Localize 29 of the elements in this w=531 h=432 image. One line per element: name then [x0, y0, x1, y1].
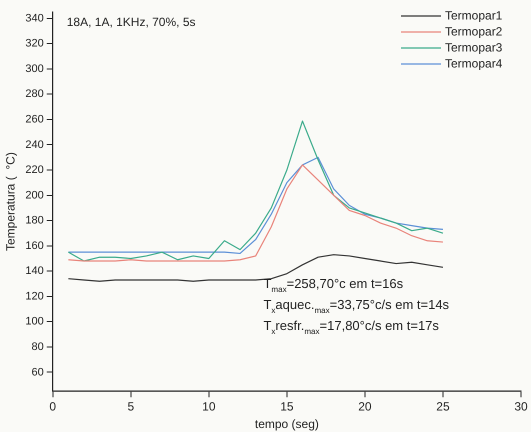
x-tick-label: 10	[202, 400, 216, 414]
y-tick-label: 200	[25, 189, 44, 202]
y-axis-title: Temperatura ( °C)	[4, 152, 18, 252]
y-tick-label: 240	[25, 138, 44, 151]
y-tick-label: 160	[25, 240, 44, 252]
x-tick-label: 5	[127, 400, 134, 414]
y-tick-label: 180	[25, 214, 44, 227]
x-tick-label: 15	[280, 400, 294, 414]
y-tick-label: 340	[25, 12, 44, 24]
x-axis-title: tempo (seg)	[254, 417, 319, 432]
x-tick-label: 30	[514, 400, 528, 414]
y-tick-label: 60	[32, 366, 44, 378]
x-tick-label: 20	[358, 400, 372, 414]
y-tick-label: 120	[25, 290, 44, 302]
legend-label: Termopar4	[445, 56, 503, 70]
y-tick-label: 220	[25, 164, 44, 176]
y-tick-label: 320	[25, 38, 44, 50]
y-tick-label: 140	[25, 265, 44, 278]
legend-label: Termopar1	[445, 8, 503, 22]
y-tick-label: 80	[32, 340, 44, 353]
y-tick-label: 100	[25, 316, 44, 328]
x-tick-label: 25	[436, 400, 450, 414]
y-tick-label: 300	[25, 62, 44, 75]
y-tick-label: 280	[25, 88, 44, 100]
legend-label: Termopar2	[445, 24, 503, 38]
legend-label: Termopar3	[445, 40, 503, 54]
annotation: 18A, 1A, 1KHz, 70%, 5s	[66, 15, 196, 29]
y-tick-label: 260	[25, 113, 44, 126]
x-tick-label: 0	[49, 400, 56, 414]
